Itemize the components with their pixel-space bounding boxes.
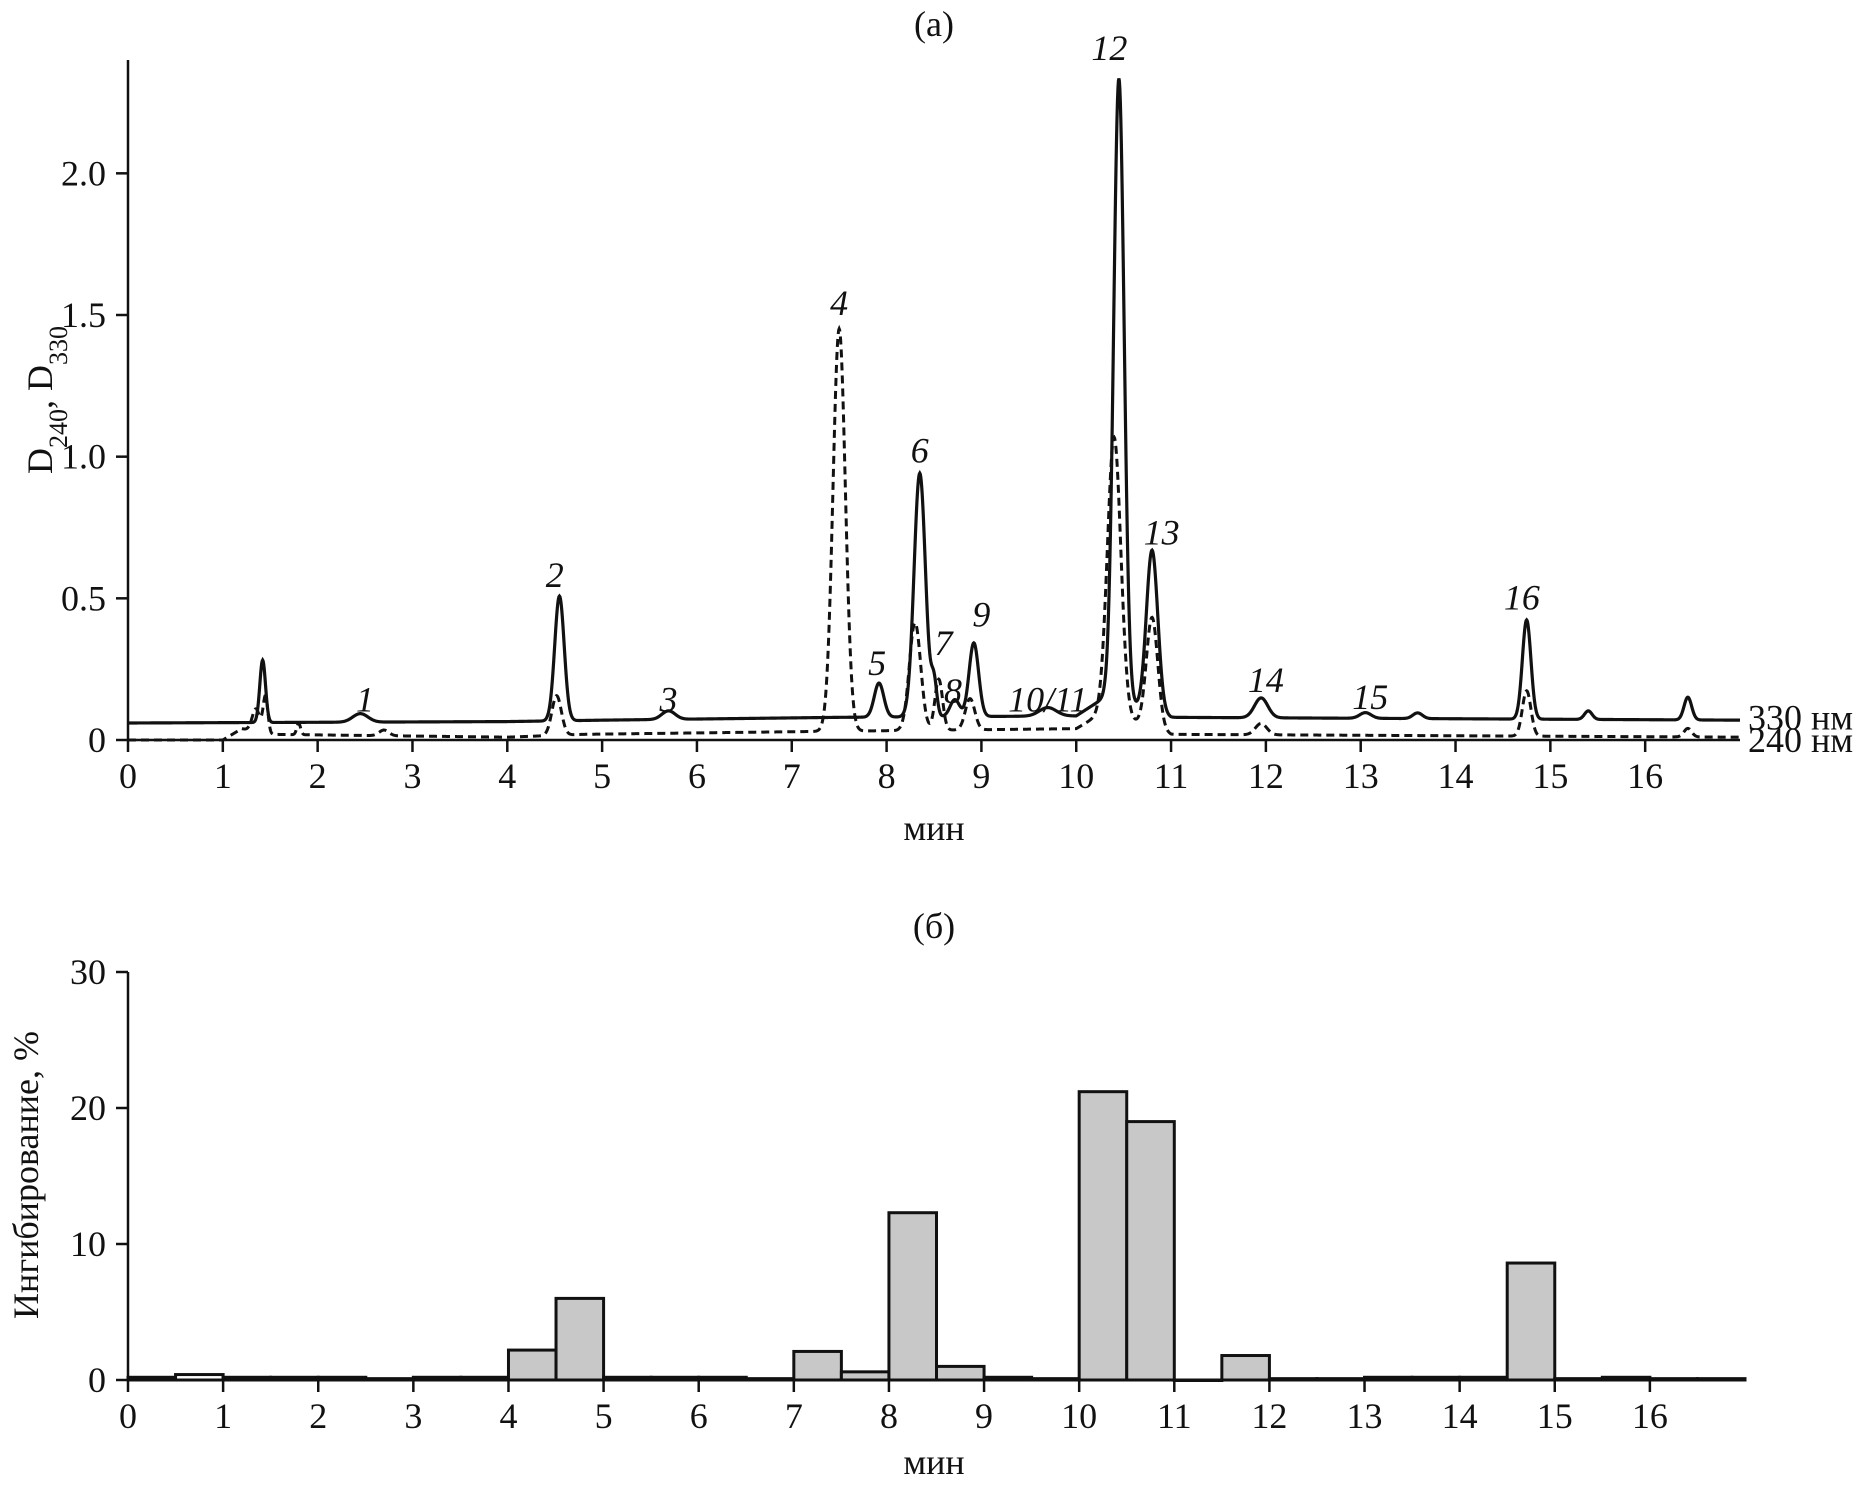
peak-label: 4 — [830, 283, 848, 323]
peak-label: 12 — [1091, 28, 1127, 68]
x-axis-label-min: мин — [903, 1442, 964, 1482]
peak-label: 1 — [356, 680, 374, 720]
inhibition-bar — [506, 1348, 558, 1382]
peak-label: 14 — [1248, 660, 1284, 700]
x-tick-label: 5 — [595, 1396, 613, 1436]
x-tick-label: 2 — [309, 756, 327, 796]
x-axis-label-min: мин — [903, 808, 964, 848]
x-tick-label: 15 — [1537, 1396, 1573, 1436]
ylabel-base2: D — [20, 365, 60, 391]
x-tick-label: 2 — [309, 1396, 327, 1436]
peak-label: 2 — [546, 555, 564, 595]
x-tick-label: 9 — [975, 1396, 993, 1436]
y-tick-label: 0 — [88, 1360, 106, 1400]
x-tick-label: 6 — [690, 1396, 708, 1436]
trace-label: 240 нм — [1748, 720, 1853, 760]
y-tick-label: 1.5 — [61, 295, 106, 335]
y-tick-label: 10 — [70, 1224, 106, 1264]
trace-240nm — [128, 324, 1741, 742]
panel-b-title: (б) — [913, 906, 955, 946]
x-tick-label: 0 — [119, 1396, 137, 1436]
y-axis-label-absorbance: D240, D330 — [20, 326, 73, 474]
peak-label: 15 — [1352, 677, 1388, 717]
x-tick-label: 15 — [1532, 756, 1568, 796]
peak-label: 8 — [944, 671, 962, 711]
inhibition-bar — [1125, 1120, 1176, 1382]
chromatogram-traces — [128, 78, 1741, 742]
ylabel-sep: , — [20, 391, 60, 409]
inhibition-bar — [792, 1349, 843, 1382]
x-tick-label: 14 — [1442, 1396, 1478, 1436]
x-tick-label: 0 — [119, 756, 137, 796]
x-tick-label: 12 — [1248, 756, 1284, 796]
x-tick-label: 13 — [1343, 756, 1379, 796]
x-tick-label: 4 — [498, 756, 516, 796]
ylabel-sub2: 330 — [44, 326, 73, 365]
x-tick-label: 12 — [1251, 1396, 1287, 1436]
inhibition-bars — [126, 1090, 1747, 1382]
x-tick-label: 10 — [1061, 1396, 1097, 1436]
trace-330nm — [128, 78, 1741, 725]
inhibition-panel: (б) Ингибирование, % мин 0 1 2 3 4 5 6 7 8 9 10 11 1… — [6, 906, 1747, 1482]
chromatogram-panel: (a) D240, D330 мин 0 1 2 3 4 5 6 7 8 9 10 11 12 13 14 1… — [20, 4, 1853, 848]
inhibition-bar — [1077, 1090, 1129, 1382]
peak-label: 6 — [911, 430, 929, 470]
x-tick-label: 3 — [404, 1396, 422, 1436]
peak-label: 7 — [934, 623, 954, 663]
inhibition-bar — [1220, 1354, 1271, 1382]
x-tick-label: 1 — [214, 1396, 232, 1436]
y-tick-label: 1.0 — [61, 437, 106, 477]
x-tick-label: 11 — [1154, 756, 1189, 796]
x-tick-label: 9 — [972, 756, 990, 796]
trace-label: 330 нм — [1748, 697, 1853, 737]
x-tick-label: 8 — [878, 756, 896, 796]
x-tick-label: 8 — [880, 1396, 898, 1436]
inhibition-bar — [935, 1364, 986, 1382]
y-tick-label: 30 — [70, 952, 106, 992]
inhibition-bar — [1505, 1261, 1557, 1382]
peak-label: 16 — [1504, 578, 1540, 618]
x-tick-label: 16 — [1627, 756, 1663, 796]
x-tick-label: 1 — [214, 756, 232, 796]
peak-label: 10/11 — [1008, 680, 1087, 720]
x-tick-label: 5 — [593, 756, 611, 796]
peak-label: 9 — [972, 595, 990, 635]
x-tick-label: 3 — [403, 756, 421, 796]
x-tick-label: 16 — [1632, 1396, 1668, 1436]
inhibition-bar — [887, 1211, 938, 1382]
x-tick-label: 11 — [1157, 1396, 1192, 1436]
peak-label: 5 — [868, 643, 886, 683]
inhibition-bar — [554, 1296, 606, 1382]
y-tick-label: 20 — [70, 1088, 106, 1128]
x-tick-label: 13 — [1347, 1396, 1383, 1436]
x-tick-label: 4 — [499, 1396, 517, 1436]
x-tick-label: 6 — [688, 756, 706, 796]
y-tick-label: 0.5 — [61, 578, 106, 618]
ylabel-sub1: 240 — [44, 409, 73, 448]
peak-label: 13 — [1144, 513, 1180, 553]
peak-label: 3 — [658, 680, 677, 720]
ylabel-base: D — [20, 448, 60, 474]
y-tick-label: 2.0 — [61, 153, 106, 193]
x-tick-label: 7 — [783, 756, 801, 796]
x-tick-label: 10 — [1058, 756, 1094, 796]
y-axis-label-inhibition: Ингибирование, % — [6, 1031, 46, 1319]
panel-a-title: (a) — [914, 4, 954, 44]
y-tick-label: 0 — [88, 720, 106, 760]
x-tick-label: 7 — [785, 1396, 803, 1436]
x-tick-label: 14 — [1438, 756, 1474, 796]
